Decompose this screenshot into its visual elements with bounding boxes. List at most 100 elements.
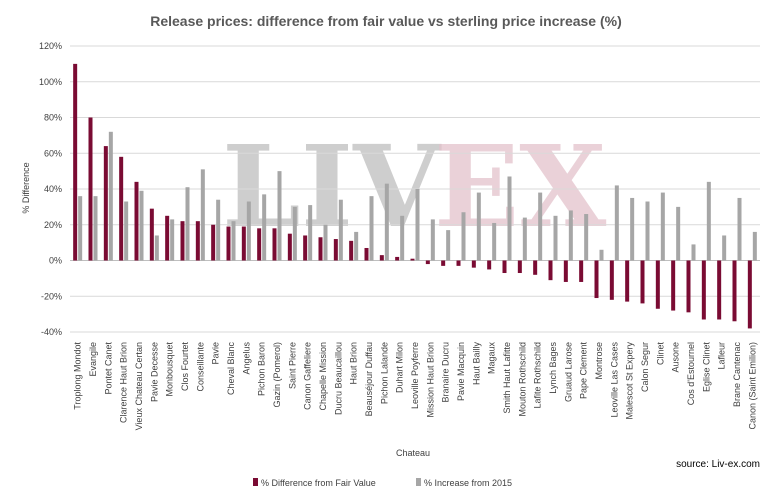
legend-label-series2: % Increase from 2015: [424, 478, 512, 488]
bar-increase: [461, 212, 466, 261]
bar-increase: [538, 192, 543, 261]
x-tick-label: Conseillante: [195, 342, 205, 392]
bar-increase: [292, 206, 297, 261]
bar-increase: [691, 244, 696, 261]
bar-fair-value: [88, 117, 93, 261]
x-tick-label: Vieux Chateau Certan: [134, 342, 144, 430]
source-note: source: Liv-ex.com: [676, 459, 760, 470]
bar-increase: [154, 235, 159, 261]
bar-increase: [338, 199, 343, 261]
bar-increase: [430, 219, 435, 261]
legend-label-series1: % Difference from Fair Value: [261, 478, 376, 488]
bar-fair-value: [732, 260, 737, 322]
x-tick-label: Eglise Clinet: [701, 342, 711, 393]
x-tick-label: Monbousquet: [165, 342, 175, 397]
bar-increase: [277, 171, 282, 261]
bar-fair-value: [226, 226, 231, 261]
x-tick-label: Branaire Ducru: [441, 342, 451, 403]
x-tick-label: Beauséjour Duffau: [364, 342, 374, 416]
bar-fair-value: [257, 228, 262, 261]
bar-fair-value: [395, 256, 400, 261]
bar-fair-value: [211, 224, 216, 261]
y-tick-label: 120%: [39, 41, 62, 51]
bar-increase: [645, 201, 650, 261]
bar-increase: [231, 221, 236, 261]
bar-increase: [568, 210, 573, 261]
y-tick-label: -20%: [41, 291, 62, 301]
gridlines: [70, 45, 760, 333]
x-tick-label: Mission Haut Brion: [425, 342, 435, 418]
bar-fair-value: [379, 255, 384, 261]
x-tick-label: Ducru Beaucaillou: [333, 342, 343, 415]
x-tick-label: Evangile: [88, 342, 98, 377]
x-tick-label: Lafleur: [717, 342, 727, 370]
x-tick-label: Canon Gaffeliere: [303, 342, 313, 410]
x-tick-label: Lynch Bages: [548, 342, 558, 394]
x-tick-label: Pavie Macquin: [456, 342, 466, 401]
bar-fair-value: [134, 181, 139, 261]
bars: [73, 63, 757, 329]
legend-swatch-series1: [253, 478, 258, 486]
bar-increase: [614, 185, 619, 261]
x-tick-label: Gazin (Pomerol): [272, 342, 282, 408]
bar-fair-value: [548, 260, 553, 281]
x-tick-label: Malescot St Expery: [625, 342, 635, 420]
bar-increase: [108, 131, 113, 261]
bar-fair-value: [471, 260, 476, 268]
x-tick-label: Pavie Decesse: [149, 342, 159, 402]
y-tick-label: 60%: [44, 148, 62, 158]
x-tick-label: Clarence Haut Brion: [119, 342, 129, 423]
y-tick-labels: -40% -20% 0% 20% 40% 60% 80% 100% 120%: [39, 41, 62, 337]
x-tick-label: Leoville Las Cases: [609, 342, 619, 418]
bar-fair-value: [303, 235, 308, 261]
bar-increase: [553, 215, 558, 261]
bar-fair-value: [165, 215, 170, 261]
bar-increase: [323, 224, 328, 261]
bar-increase: [200, 169, 205, 261]
bar-increase: [369, 196, 374, 261]
x-axis-label: Chateau: [396, 448, 430, 458]
bar-increase: [78, 196, 83, 261]
bar-fair-value: [103, 146, 108, 261]
legend: % Difference from Fair Value % Increase …: [253, 478, 512, 488]
bar-fair-value: [594, 260, 599, 299]
watermark-right: EX: [434, 122, 606, 253]
bar-increase: [522, 217, 527, 261]
x-tick-label: Pavie: [211, 342, 221, 365]
y-tick-label: 0%: [49, 256, 62, 266]
bar-increase: [216, 199, 221, 261]
y-tick-label: 80%: [44, 113, 62, 123]
bar-fair-value: [272, 228, 277, 261]
x-tick-label: Ausone: [671, 342, 681, 373]
bar-increase: [492, 222, 497, 261]
x-tick-label: Montrose: [594, 342, 604, 380]
x-tick-label: Chapelle Mission: [318, 342, 328, 411]
x-tick-label: Calon Segur: [640, 342, 650, 392]
bar-fair-value: [425, 260, 430, 265]
y-tick-label: 20%: [44, 220, 62, 230]
bar-fair-value: [686, 260, 691, 313]
x-tick-label: Haut Bailly: [471, 342, 481, 386]
bar-fair-value: [441, 260, 446, 266]
x-tick-label: Clos Fourtet: [180, 342, 190, 392]
bar-fair-value: [410, 258, 415, 261]
y-tick-label: 40%: [44, 184, 62, 194]
x-tick-label: Cheval Blanc: [226, 342, 236, 396]
x-tick-label: Canon (Saint Emilion): [747, 342, 757, 430]
bar-fair-value: [241, 226, 246, 261]
bar-fair-value: [671, 260, 676, 311]
bar-increase: [584, 214, 589, 261]
bar-increase: [124, 201, 129, 261]
x-tick-label: Brane Cantenac: [732, 342, 742, 408]
y-tick-label: 100%: [39, 77, 62, 87]
bar-increase: [476, 192, 481, 261]
bar-increase: [752, 231, 757, 261]
x-tick-label: Pichon Baron: [257, 342, 267, 396]
x-tick-label: Troplong Mondot: [73, 342, 83, 410]
bar-increase: [354, 231, 359, 261]
bar-fair-value: [318, 237, 323, 261]
bar-fair-value: [517, 260, 522, 274]
x-tick-label: Haut Brion: [349, 342, 359, 385]
bar-increase: [722, 235, 727, 261]
bar-fair-value: [609, 260, 614, 300]
